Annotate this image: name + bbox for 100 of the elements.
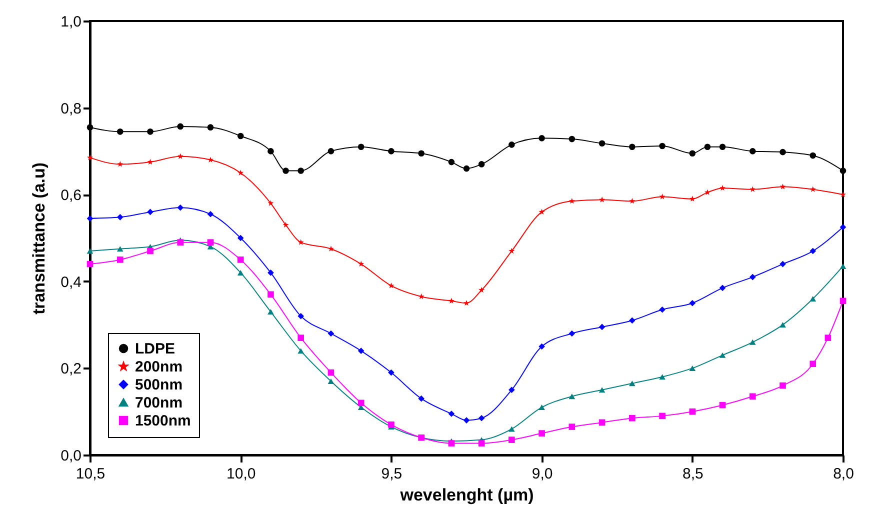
point	[508, 142, 515, 148]
point	[840, 298, 846, 304]
point	[116, 246, 124, 252]
point	[298, 168, 304, 174]
point	[749, 393, 756, 400]
point	[659, 374, 666, 380]
point	[177, 204, 184, 211]
y-axis-title: transmittance (a.u)	[30, 162, 49, 315]
point	[568, 394, 576, 400]
point	[659, 306, 666, 313]
point	[328, 378, 334, 384]
legend-label: 700nm	[135, 394, 183, 412]
point	[659, 142, 666, 150]
point	[689, 150, 696, 157]
point	[598, 140, 606, 147]
point	[719, 144, 726, 150]
point	[358, 144, 364, 150]
point	[478, 161, 485, 168]
point	[508, 426, 515, 432]
x-tick-label: 9,0	[532, 466, 553, 482]
y-tick-label: 0,0	[60, 448, 82, 464]
point	[720, 184, 726, 191]
point	[629, 380, 636, 386]
x-axis-title: wevelenght (µm)	[399, 486, 534, 504]
point	[629, 414, 636, 422]
point	[358, 260, 364, 267]
point	[268, 148, 274, 154]
point	[237, 234, 244, 242]
point	[418, 395, 424, 402]
point	[840, 263, 846, 269]
point	[116, 256, 124, 263]
y-tick-label: 0,2	[60, 360, 82, 378]
point	[780, 184, 786, 190]
point	[810, 248, 816, 254]
point	[598, 419, 606, 426]
point	[629, 144, 636, 150]
point	[508, 386, 515, 394]
point	[147, 128, 154, 135]
point	[840, 224, 846, 230]
point	[689, 365, 696, 371]
point	[268, 200, 274, 206]
point	[810, 152, 816, 159]
point	[86, 124, 94, 130]
point	[568, 198, 575, 204]
point	[780, 260, 786, 268]
point	[207, 124, 214, 130]
point	[750, 186, 756, 192]
point	[840, 191, 846, 198]
point	[207, 239, 214, 246]
point	[237, 256, 244, 263]
x-tick-label: 8,5	[682, 466, 704, 482]
legend-label: 200nm	[135, 358, 183, 376]
point	[689, 300, 696, 306]
x-tick-label: 9,5	[381, 466, 402, 482]
point	[780, 148, 786, 156]
point	[780, 382, 786, 389]
point	[463, 417, 470, 424]
point	[749, 148, 756, 154]
x-tick-label: 8,0	[833, 466, 854, 482]
point	[298, 348, 304, 354]
point	[538, 208, 545, 215]
point	[268, 291, 274, 298]
point	[749, 339, 756, 345]
point	[86, 248, 94, 254]
point	[237, 270, 244, 276]
legend-label: 1500nm	[135, 412, 191, 430]
point	[147, 248, 154, 254]
point	[568, 330, 576, 337]
point	[86, 260, 94, 268]
point	[177, 153, 184, 159]
point	[448, 298, 454, 304]
point	[568, 424, 576, 430]
point	[629, 317, 636, 324]
point	[328, 369, 334, 376]
point	[538, 343, 545, 350]
point	[478, 414, 485, 422]
point	[207, 210, 214, 218]
point	[448, 440, 455, 446]
y-tick-label: 0,6	[60, 187, 82, 204]
x-tick-label: 10,5	[76, 466, 106, 482]
point	[388, 421, 394, 428]
x-tick-label: 10,0	[226, 466, 256, 482]
point	[448, 158, 455, 166]
point	[659, 194, 666, 200]
point	[810, 360, 816, 368]
point	[780, 322, 786, 328]
point	[538, 404, 545, 410]
point	[147, 208, 154, 216]
point	[282, 222, 289, 228]
point	[659, 412, 666, 420]
point	[328, 148, 334, 154]
point	[207, 156, 214, 162]
point	[358, 400, 364, 406]
point	[268, 270, 274, 276]
point	[478, 286, 485, 293]
point	[147, 158, 154, 165]
point	[116, 214, 124, 220]
point	[824, 334, 832, 341]
point	[629, 198, 636, 204]
point	[358, 348, 364, 354]
